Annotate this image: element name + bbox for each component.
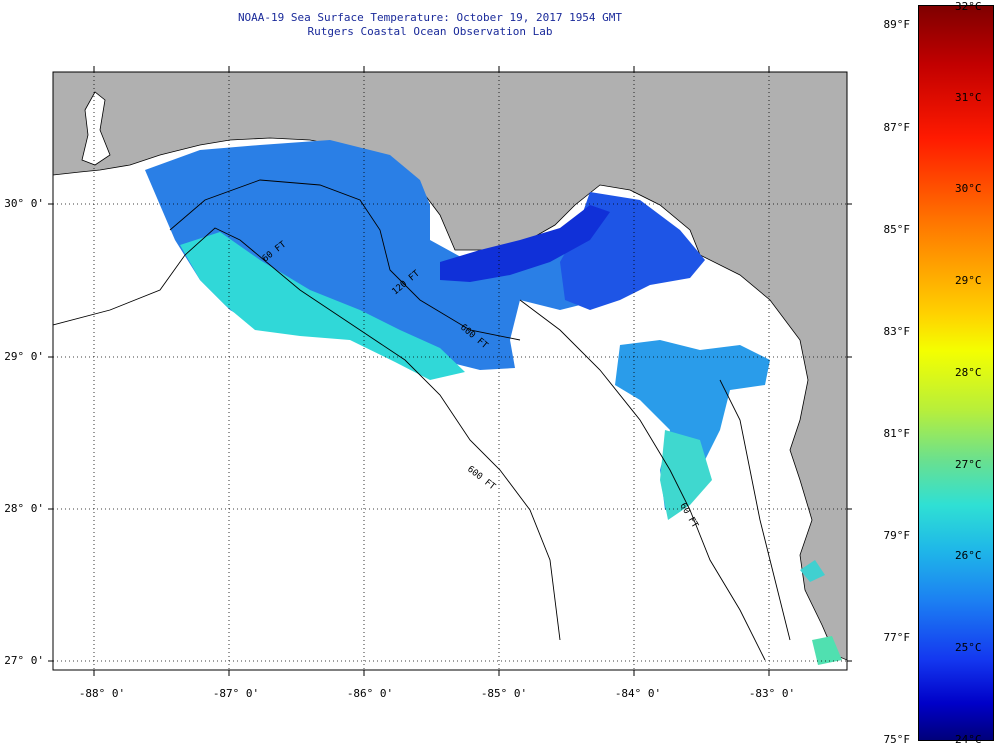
tick-marks xyxy=(48,66,852,676)
land-mass xyxy=(53,72,847,661)
lon-label-84: -84° 0' xyxy=(614,687,662,700)
colorbar-c-25: 25°C xyxy=(955,641,982,654)
colorbar-c-28: 28°C xyxy=(955,366,982,379)
colorbar-f-87: 87°F xyxy=(883,121,911,134)
sst-swath-south xyxy=(615,340,770,510)
lon-label-86: -86° 0' xyxy=(346,687,394,700)
colorbar-c-26: 26°C xyxy=(955,549,982,562)
colorbar-c-30: 30°C xyxy=(955,182,982,195)
lat-label-28: 28° 0' xyxy=(4,502,44,515)
colorbar-c-31: 31°C xyxy=(955,91,982,104)
colorbar-f-77: 77°F xyxy=(883,631,911,644)
depth-contour-60ft-east xyxy=(719,379,791,641)
depth-contour-60ft xyxy=(519,299,766,661)
sst-patch-south-tip xyxy=(812,636,842,665)
lat-label-27: 27° 0' xyxy=(4,654,44,667)
depth-contour-120ft xyxy=(169,179,521,341)
lat-label-29: 29° 0' xyxy=(4,350,44,363)
lat-label-30: 30° 0' xyxy=(4,197,44,210)
colorbar-f-89: 89°F xyxy=(883,18,911,31)
map-subtitle: Rutgers Coastal Ocean Observation Lab xyxy=(307,25,553,38)
colorbar-f-83: 83°F xyxy=(883,325,911,338)
sst-swath-south-cyan xyxy=(660,430,712,520)
colorbar-c-29: 29°C xyxy=(955,274,982,287)
temperature-colorbar xyxy=(918,5,994,741)
colorbar-c-24: 24°C xyxy=(955,733,982,746)
depth-contour-600ft xyxy=(53,227,561,641)
sst-swath-dark-coast xyxy=(440,205,610,282)
mobile-bay-land xyxy=(81,91,111,166)
sst-patch-keys xyxy=(800,560,825,582)
colorbar-f-81: 81°F xyxy=(883,427,911,440)
colorbar-c-32: 32°C xyxy=(955,0,982,13)
lon-label-83: -83° 0' xyxy=(748,687,796,700)
lon-label-85: -85° 0' xyxy=(480,687,528,700)
colorbar-f-75: 75°F xyxy=(883,733,911,746)
lon-label-88: -88° 0' xyxy=(78,687,126,700)
map-frame xyxy=(52,71,848,671)
map-title: NOAA-19 Sea Surface Temperature: October… xyxy=(237,11,623,24)
graticule xyxy=(53,72,847,670)
colorbar-f-85: 85°F xyxy=(883,223,911,236)
colorbar-f-79: 79°F xyxy=(883,529,911,542)
lon-label-87: -87° 0' xyxy=(212,687,260,700)
sst-swath-cyan xyxy=(180,232,465,380)
colorbar-c-27: 27°C xyxy=(955,458,982,471)
